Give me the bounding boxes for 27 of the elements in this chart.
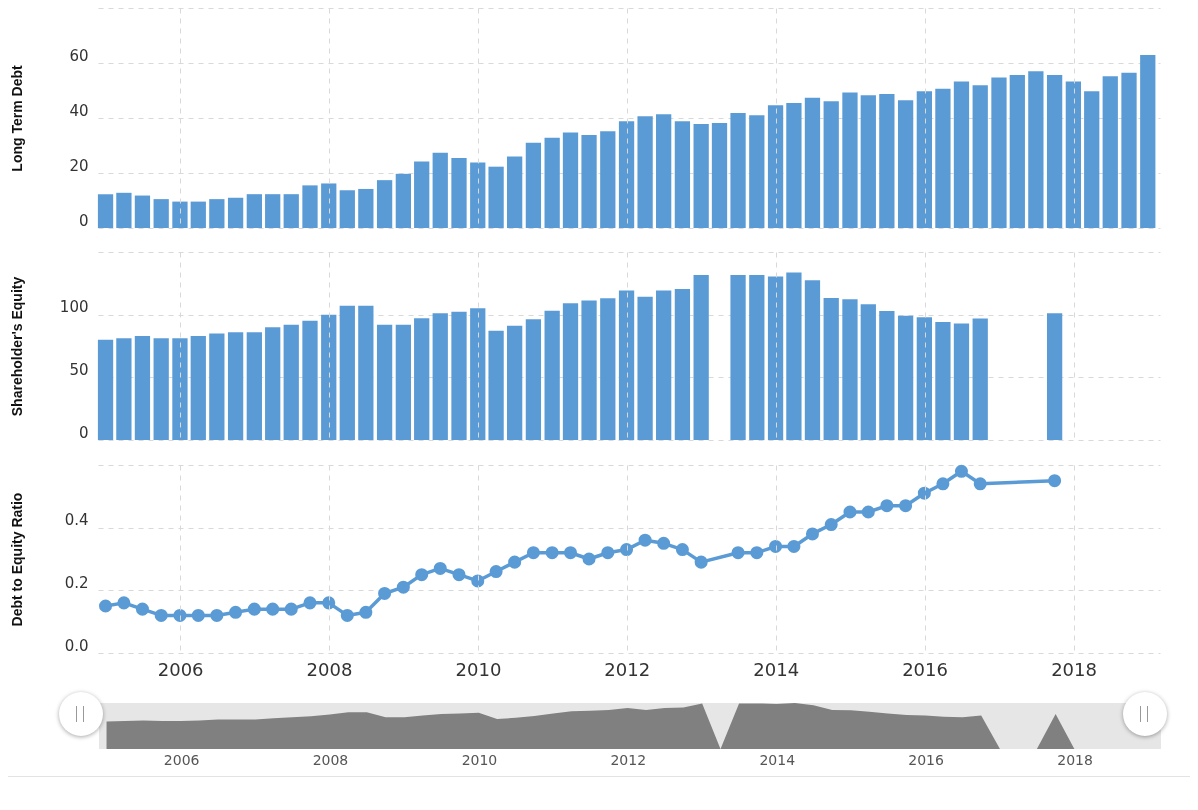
y-tick-label: 0.2 bbox=[64, 573, 89, 592]
y-tick-label: 20 bbox=[69, 156, 89, 175]
x-tick-label: 2008 bbox=[312, 751, 349, 768]
x-tick-label: 2018 bbox=[1057, 751, 1093, 768]
x-tick-label: 2006 bbox=[157, 658, 204, 680]
y-tick-label: 60 bbox=[69, 46, 89, 65]
y-tick-label: 0 bbox=[78, 211, 89, 230]
x-tick-label: 2008 bbox=[306, 658, 353, 680]
y-tick-label: 0.4 bbox=[64, 511, 89, 530]
y-axis-title: Debt to Equity Ratio bbox=[8, 492, 25, 627]
y-tick-label: 0.0 bbox=[64, 636, 89, 655]
x-tick-label: 2014 bbox=[759, 751, 796, 768]
x-tick-label: 2014 bbox=[753, 658, 800, 680]
x-tick-label: 2016 bbox=[908, 751, 944, 768]
y-axis-title: Shareholder's Equity bbox=[8, 276, 25, 417]
y-axis-title: Long Term Debt bbox=[8, 65, 25, 172]
y-tick-label: 50 bbox=[69, 360, 89, 379]
x-tick-label: 2010 bbox=[455, 658, 502, 680]
y-tick-label: 100 bbox=[59, 298, 89, 317]
x-tick-label: 2012 bbox=[604, 658, 651, 680]
x-tick-label: 2012 bbox=[610, 751, 647, 768]
x-tick-label: 2010 bbox=[461, 751, 498, 768]
x-tick-label: 2016 bbox=[902, 658, 948, 680]
x-tick-label: 2006 bbox=[163, 751, 200, 768]
y-tick-label: 0 bbox=[78, 423, 89, 442]
x-tick-label: 2018 bbox=[1051, 658, 1097, 680]
y-tick-label: 40 bbox=[69, 101, 89, 120]
